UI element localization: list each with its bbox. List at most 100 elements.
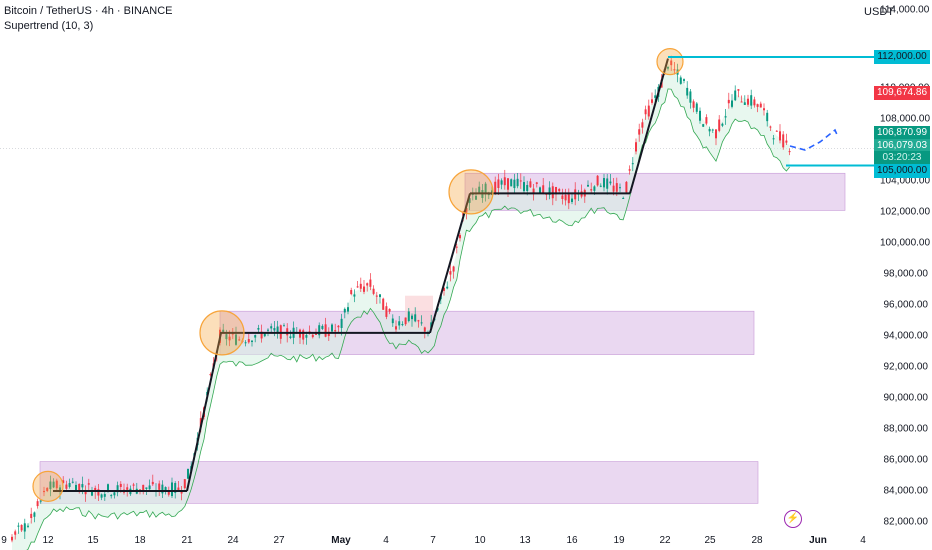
candle-body bbox=[782, 134, 785, 148]
candle-body bbox=[724, 116, 727, 118]
candle-body bbox=[97, 489, 100, 496]
candle-body bbox=[494, 181, 497, 194]
candle-body bbox=[283, 325, 285, 327]
candle-body bbox=[625, 181, 628, 193]
candle-body bbox=[238, 339, 241, 341]
candle-body bbox=[612, 185, 615, 192]
candle-body bbox=[535, 182, 538, 184]
candle-body bbox=[615, 183, 618, 192]
time-axis-label: 16 bbox=[566, 535, 578, 546]
candle-body bbox=[548, 187, 551, 195]
candle-body bbox=[148, 485, 151, 490]
time-axis-label: 12 bbox=[42, 535, 54, 546]
candle-body bbox=[116, 485, 119, 493]
candle-body bbox=[772, 138, 775, 140]
candle-body bbox=[446, 286, 449, 289]
time-axis-label: 18 bbox=[134, 535, 146, 546]
candle-body bbox=[558, 188, 561, 192]
candle-body bbox=[743, 102, 746, 105]
symbol-title[interactable]: Bitcoin / TetherUS · 4h · BINANCE bbox=[4, 5, 173, 17]
candle-body bbox=[110, 495, 113, 497]
candle-body bbox=[36, 501, 39, 507]
price-axis-label: 100,000.00 bbox=[880, 237, 931, 249]
candle-body bbox=[180, 491, 183, 494]
candle-body bbox=[420, 322, 423, 324]
candle-body bbox=[750, 95, 753, 106]
price-axis-label: 86,000.00 bbox=[883, 454, 929, 466]
candle-body bbox=[187, 468, 189, 479]
candle-body bbox=[683, 79, 685, 81]
candle-body bbox=[727, 99, 730, 104]
candle-body bbox=[769, 126, 772, 128]
candle-body bbox=[455, 246, 458, 248]
candle-body bbox=[705, 117, 708, 124]
candle-body bbox=[423, 327, 426, 332]
candle-body bbox=[33, 512, 36, 517]
candle-body bbox=[267, 329, 269, 331]
chart-header: Bitcoin / TetherUS · 4h · BINANCE Supert… bbox=[4, 4, 173, 34]
candle-body bbox=[516, 178, 519, 187]
candle-body bbox=[561, 195, 564, 200]
impulse-arrow bbox=[429, 193, 471, 334]
candle-body bbox=[107, 484, 109, 490]
lightning-icon[interactable]: ⚡ bbox=[784, 510, 802, 528]
time-axis-label: 7 bbox=[430, 535, 436, 546]
breakout-circle bbox=[448, 169, 494, 215]
price-axis-label: 96,000.00 bbox=[883, 299, 929, 311]
candle-body bbox=[679, 77, 682, 84]
price-axis-label: 94,000.00 bbox=[883, 330, 929, 342]
candle-body bbox=[340, 318, 343, 328]
candle-body bbox=[62, 480, 65, 484]
time-axis-label: 10 bbox=[474, 535, 486, 546]
indicator-label[interactable]: Supertrend (10, 3) bbox=[4, 20, 94, 32]
candle-body bbox=[692, 101, 695, 108]
candle-body bbox=[564, 194, 567, 201]
candle-body bbox=[43, 490, 45, 493]
candle-body bbox=[449, 271, 452, 275]
candle-body bbox=[276, 326, 279, 334]
candle-body bbox=[388, 308, 391, 312]
candle-body bbox=[257, 328, 260, 330]
candle-body bbox=[401, 324, 404, 326]
candle-body bbox=[350, 290, 353, 295]
candle-body bbox=[644, 109, 647, 115]
candle-body bbox=[641, 122, 644, 128]
candle-body bbox=[702, 124, 705, 127]
time-axis-label: 24 bbox=[227, 535, 239, 546]
breakout-circle bbox=[32, 470, 64, 502]
candle-body bbox=[567, 194, 570, 204]
candle-body bbox=[337, 325, 340, 328]
price-axis-label: 114,000.00 bbox=[880, 4, 930, 16]
candle-body bbox=[372, 288, 375, 294]
candle-body bbox=[331, 324, 333, 332]
candle-body bbox=[119, 483, 122, 487]
candle-body bbox=[529, 181, 532, 188]
candle-body bbox=[593, 186, 596, 191]
candle-body bbox=[513, 179, 516, 189]
candle-body bbox=[94, 487, 97, 492]
candle-body bbox=[286, 328, 289, 336]
candle-body bbox=[254, 335, 257, 338]
candle-body bbox=[587, 184, 589, 187]
candle-body bbox=[52, 481, 55, 488]
candle-body bbox=[318, 325, 321, 336]
price-axis-label: 108,000.00 bbox=[880, 113, 931, 125]
candle-body bbox=[327, 331, 330, 337]
candle-body bbox=[225, 334, 228, 340]
candle-body bbox=[59, 487, 61, 492]
candle-body bbox=[395, 326, 397, 330]
candle-body bbox=[68, 483, 71, 487]
supertrend-fill bbox=[12, 63, 790, 550]
time-axis-label: 13 bbox=[519, 535, 531, 546]
time-axis-label: 4 bbox=[383, 535, 389, 546]
candle-body bbox=[519, 180, 522, 182]
candle-body bbox=[590, 189, 593, 191]
breakout-circle bbox=[656, 48, 684, 76]
candle-body bbox=[510, 179, 513, 187]
candle-body bbox=[711, 129, 714, 131]
candle-body bbox=[523, 182, 525, 192]
candle-body bbox=[174, 483, 177, 493]
candle-body bbox=[11, 536, 13, 541]
candle-body bbox=[103, 494, 106, 497]
